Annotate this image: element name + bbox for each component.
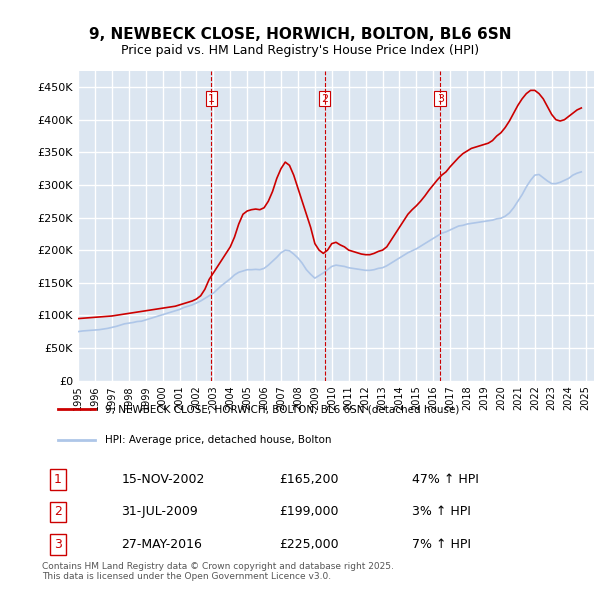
Text: 47% ↑ HPI: 47% ↑ HPI [412,473,478,486]
Text: 1: 1 [54,473,62,486]
Text: 3: 3 [437,94,444,104]
Text: Contains HM Land Registry data © Crown copyright and database right 2025.
This d: Contains HM Land Registry data © Crown c… [42,562,394,581]
Text: 3% ↑ HPI: 3% ↑ HPI [412,505,470,519]
Text: £165,200: £165,200 [280,473,339,486]
Text: Price paid vs. HM Land Registry's House Price Index (HPI): Price paid vs. HM Land Registry's House … [121,44,479,57]
Text: 27-MAY-2016: 27-MAY-2016 [121,537,202,551]
Text: 9, NEWBECK CLOSE, HORWICH, BOLTON, BL6 6SN (detached house): 9, NEWBECK CLOSE, HORWICH, BOLTON, BL6 6… [106,404,460,414]
Text: 9, NEWBECK CLOSE, HORWICH, BOLTON, BL6 6SN: 9, NEWBECK CLOSE, HORWICH, BOLTON, BL6 6… [89,27,511,41]
Text: HPI: Average price, detached house, Bolton: HPI: Average price, detached house, Bolt… [106,435,332,445]
Text: 2: 2 [321,94,328,104]
Text: 1: 1 [208,94,215,104]
Text: £199,000: £199,000 [280,505,339,519]
Text: 2: 2 [54,505,62,519]
Text: 3: 3 [54,537,62,551]
Text: 31-JUL-2009: 31-JUL-2009 [121,505,198,519]
Text: 7% ↑ HPI: 7% ↑ HPI [412,537,470,551]
Text: 15-NOV-2002: 15-NOV-2002 [121,473,205,486]
Text: £225,000: £225,000 [280,537,339,551]
